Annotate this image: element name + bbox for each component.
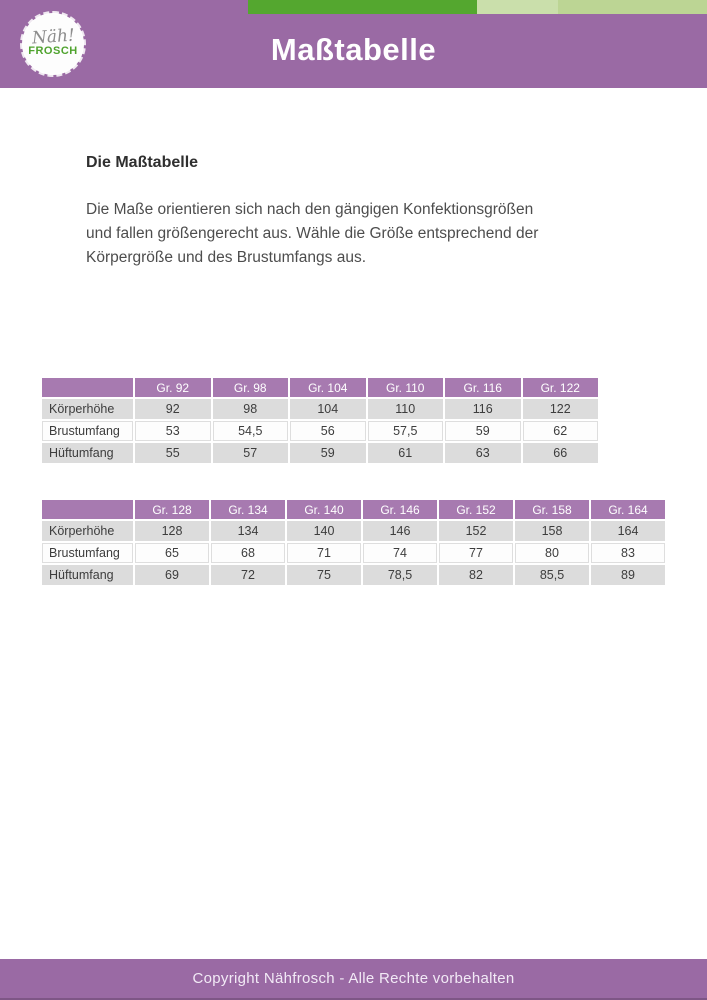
measurement-value-cell: 71 <box>287 543 361 563</box>
measurement-value-cell: 140 <box>287 521 361 541</box>
row-label-cell: Brustumfang <box>42 421 133 441</box>
section-heading: Die Maßtabelle <box>86 154 199 171</box>
measurement-value-cell: 164 <box>591 521 665 541</box>
measurement-value-cell: 89 <box>591 565 665 585</box>
measurement-row: Hüftumfang 69 72 75 78,5 82 85,5 89 <box>42 565 665 585</box>
intro-line: Körpergröße und des Brustumfangs aus. <box>86 249 367 266</box>
measurement-value-cell: 128 <box>135 521 209 541</box>
measurement-value-cell: 134 <box>211 521 285 541</box>
size-column-header: Gr. 152 <box>439 500 513 519</box>
size-column-header <box>42 378 133 397</box>
size-table-128-164: Gr. 128 Gr. 134 Gr. 140 Gr. 146 Gr. 152 Gr. 1… <box>40 498 667 587</box>
measurement-value-cell: 55 <box>135 443 211 463</box>
row-label-cell: Körperhöhe <box>42 521 133 541</box>
measurement-value-cell: 53 <box>135 421 211 441</box>
measurement-value-cell: 85,5 <box>515 565 589 585</box>
row-label-cell: Brustumfang <box>42 543 133 563</box>
intro-paragraph: Die Maße orientieren sich nach den gängi… <box>86 198 538 270</box>
measurement-value-cell: 66 <box>522 443 598 463</box>
size-column-header: Gr. 104 <box>290 378 366 397</box>
size-column-header: Gr. 134 <box>211 500 285 519</box>
size-column-header: Gr. 164 <box>591 500 665 519</box>
size-column-header: Gr. 158 <box>515 500 589 519</box>
logo-brand-text: FROSCH <box>28 45 78 57</box>
measurement-value-cell: 63 <box>445 443 521 463</box>
size-column-header: Gr. 116 <box>445 378 521 397</box>
measurement-value-cell: 158 <box>515 521 589 541</box>
measurement-value-cell: 59 <box>290 443 366 463</box>
measurement-value-cell: 68 <box>211 543 285 563</box>
measurement-value-cell: 61 <box>367 443 443 463</box>
measurement-value-cell: 104 <box>290 399 366 419</box>
size-column-header <box>42 500 133 519</box>
measurement-value-cell: 110 <box>367 399 443 419</box>
intro-line: Die Maße orientieren sich nach den gängi… <box>86 201 534 218</box>
measurement-value-cell: 75 <box>287 565 361 585</box>
top-strip-light-green-2 <box>558 0 707 14</box>
measurement-row: Brustumfang 53 54,5 56 57,5 59 62 <box>42 421 598 441</box>
page-footer: Copyright Nähfrosch - Alle Rechte vorbeh… <box>0 959 707 1000</box>
size-column-header: Gr. 146 <box>363 500 437 519</box>
naehfrosch-logo: Näh! FROSCH <box>20 11 86 77</box>
row-label-cell: Körperhöhe <box>42 399 133 419</box>
measurement-value-cell: 92 <box>135 399 211 419</box>
measurement-value-cell: 56 <box>290 421 366 441</box>
measurement-value-cell: 74 <box>363 543 437 563</box>
size-column-header: Gr. 110 <box>367 378 443 397</box>
measurement-row: Hüftumfang 55 57 59 61 63 66 <box>42 443 598 463</box>
measurement-value-cell: 69 <box>135 565 209 585</box>
page-title: Maßtabelle <box>270 32 437 67</box>
copyright-text: Copyright Nähfrosch - Alle Rechte vorbeh… <box>192 970 515 987</box>
top-strip-light-green-1 <box>477 0 558 14</box>
measurement-value-cell: 72 <box>211 565 285 585</box>
row-label-cell: Hüftumfang <box>42 565 133 585</box>
measurement-value-cell: 152 <box>439 521 513 541</box>
page-header: Näh! FROSCH Maßtabelle <box>0 0 707 88</box>
intro-line: und fallen größengerecht aus. Wähle die … <box>86 225 539 242</box>
measurement-value-cell: 59 <box>445 421 521 441</box>
measurement-value-cell: 57 <box>212 443 288 463</box>
measurement-row: Körperhöhe 92 98 104 110 116 122 <box>42 399 598 419</box>
measurement-value-cell: 57,5 <box>367 421 443 441</box>
measurement-value-cell: 122 <box>522 399 598 419</box>
size-column-header: Gr. 98 <box>212 378 288 397</box>
measurement-value-cell: 98 <box>212 399 288 419</box>
measurement-value-cell: 54,5 <box>212 421 288 441</box>
measurement-value-cell: 65 <box>135 543 209 563</box>
measurement-value-cell: 80 <box>515 543 589 563</box>
measurement-value-cell: 82 <box>439 565 513 585</box>
measurement-row: Brustumfang 65 68 71 74 77 80 83 <box>42 543 665 563</box>
size-table-92-122: Gr. 92 Gr. 98 Gr. 104 Gr. 110 Gr. 116 Gr. 122… <box>40 376 600 465</box>
measurement-value-cell: 62 <box>522 421 598 441</box>
measurement-value-cell: 77 <box>439 543 513 563</box>
size-column-header: Gr. 128 <box>135 500 209 519</box>
size-column-header: Gr. 92 <box>135 378 211 397</box>
size-column-header: Gr. 122 <box>522 378 598 397</box>
measurement-row: Körperhöhe 128 134 140 146 152 158 164 <box>42 521 665 541</box>
row-label-cell: Hüftumfang <box>42 443 133 463</box>
size-column-header: Gr. 140 <box>287 500 361 519</box>
measurement-value-cell: 116 <box>445 399 521 419</box>
measurement-value-cell: 78,5 <box>363 565 437 585</box>
measurement-value-cell: 83 <box>591 543 665 563</box>
top-strip-dark-green <box>248 0 477 14</box>
measurement-value-cell: 146 <box>363 521 437 541</box>
